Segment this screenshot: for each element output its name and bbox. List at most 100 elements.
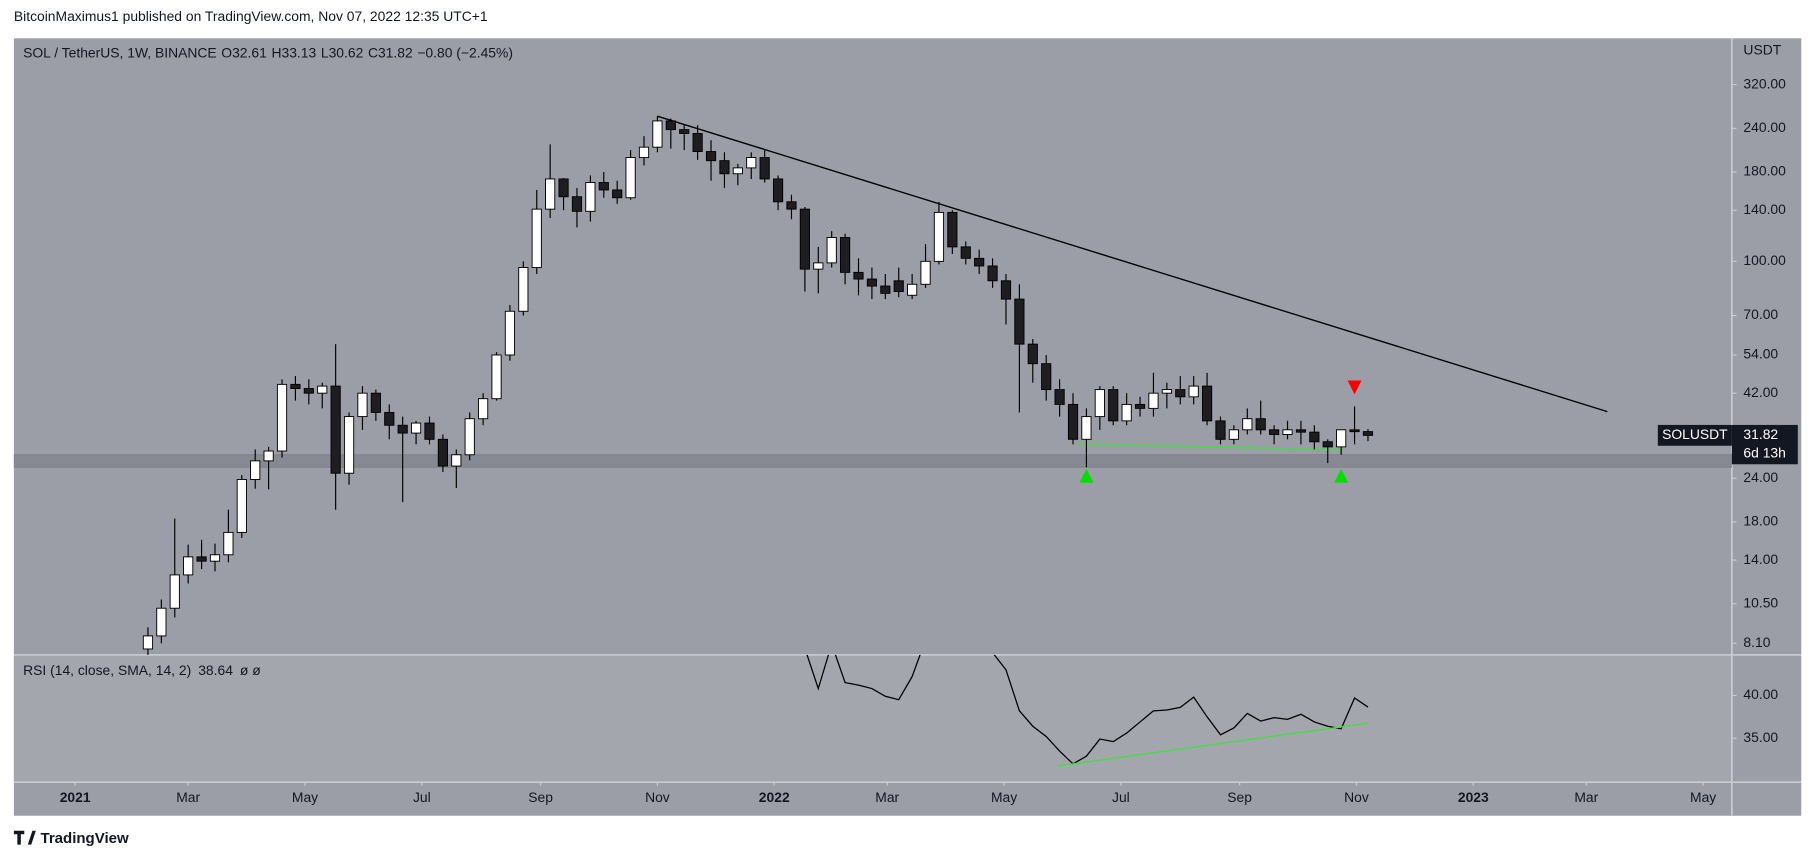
candle-body [1081, 416, 1092, 440]
candle-body [1175, 389, 1186, 398]
legend: SOL / TetherUS, 1W, BINANCE O32.61 H33.13 L… [23, 44, 513, 60]
candle-body [799, 208, 810, 270]
axes: 320.00 240.00 180.00 140.00 100.00 70.00 54.00… [60, 75, 1798, 805]
candle-body [1148, 392, 1159, 409]
candle-body [491, 354, 502, 400]
symbol-tag-label: SOLUSDT [1662, 426, 1728, 442]
candle-body [625, 157, 636, 199]
candle-body [612, 189, 623, 199]
y-tick-label: 100.00 [1743, 252, 1786, 268]
legend-label: C [368, 44, 378, 60]
legend-label: L [321, 44, 329, 60]
y-tick-label: 140.00 [1743, 201, 1786, 217]
candle-body [1188, 385, 1199, 398]
candle-body [960, 246, 971, 259]
candle-body [1215, 420, 1226, 440]
symbol-tag [1657, 424, 1732, 446]
y-tick-label: 320.00 [1743, 75, 1786, 91]
rsi-trend-line [1057, 722, 1369, 767]
candle-body [1067, 403, 1079, 440]
candle-body [1269, 429, 1280, 435]
candle-body [545, 178, 556, 210]
legend-label: H [271, 44, 281, 60]
candle-body [183, 556, 194, 576]
symbol-title: SOL / TetherUS, 1W, BINANCE [23, 44, 217, 60]
rsi-pane [13, 654, 1732, 783]
support-line [1076, 443, 1344, 451]
candle-body [196, 556, 207, 562]
x-tick-label: Sep [1227, 789, 1252, 805]
rsi-y-tick-label: 35.00 [1743, 729, 1778, 745]
candle-body [598, 182, 609, 191]
rsi-flags: ø ø [240, 662, 261, 678]
candle-body [1000, 280, 1012, 300]
rsi-title: RSI (14, close, SMA, 14, 2) [23, 662, 191, 678]
candle-body [1161, 389, 1172, 394]
candle-body [464, 418, 475, 456]
signal-marker [1347, 380, 1362, 395]
y-tick-label: 70.00 [1743, 306, 1778, 322]
candle-body [1094, 389, 1105, 418]
candle-body [665, 120, 676, 131]
y-tick-label: 240.00 [1743, 119, 1786, 135]
candle-body [1041, 363, 1052, 391]
candle-body [223, 531, 234, 556]
candle-body [1282, 429, 1293, 435]
candle-body [276, 383, 288, 452]
y-tick-label: 24.00 [1743, 469, 1778, 485]
candle-body [813, 262, 824, 270]
candle-body [1242, 418, 1253, 431]
legend-change: −0.80 (−2.45%) [417, 44, 513, 60]
brand-name: TradingView [40, 830, 128, 847]
candle-body [1295, 429, 1307, 433]
y-tick-label: 18.00 [1743, 513, 1778, 529]
x-tick-label: Jul [413, 789, 431, 805]
candle-body [384, 411, 395, 426]
candle-body [1121, 403, 1132, 422]
candle-body [263, 450, 274, 462]
candle-body [1228, 429, 1239, 440]
candle-body [585, 182, 596, 212]
x-tick-label: May [292, 789, 318, 805]
x-tick-label: Mar [875, 789, 899, 805]
candle-body [1336, 429, 1347, 448]
logo-mark [13, 830, 36, 845]
candle-body [303, 388, 314, 394]
candle-body [357, 392, 368, 418]
candle-body [558, 178, 569, 198]
candle-body [692, 133, 703, 153]
y-tick-label: 10.50 [1743, 594, 1778, 610]
legend-value: 33.13 [282, 44, 317, 60]
candle-body [759, 157, 770, 180]
candle-body [317, 385, 328, 394]
candle-body [880, 285, 891, 294]
last-price-label: 31.82 [1743, 426, 1778, 442]
candle-body [638, 146, 650, 159]
x-tick-label: 2021 [60, 789, 91, 805]
brand-logo: TradingView [13, 830, 129, 847]
rsi-plot [806, 654, 1369, 767]
x-tick-label: Mar [1574, 789, 1598, 805]
trend-line [657, 115, 1608, 413]
x-tick-label: Jul [1112, 789, 1130, 805]
candle-body [907, 283, 918, 296]
y-tick-label: 42.00 [1743, 384, 1778, 400]
candle-body [571, 196, 583, 212]
candle-body [1027, 343, 1038, 365]
legend-value: 32.61 [232, 44, 267, 60]
legend-value: 31.82 [378, 44, 413, 60]
countdown-label: 6d 13h [1743, 445, 1785, 461]
candle-body [531, 208, 542, 269]
candle-body [478, 398, 489, 420]
signal-marker [1334, 468, 1349, 483]
candle-body [169, 574, 180, 609]
candle-body [679, 129, 690, 134]
x-tick-label: 2022 [759, 789, 790, 805]
candle-body [370, 392, 381, 413]
candle-body [1255, 418, 1266, 431]
candle-body [840, 237, 851, 273]
candle-body [652, 120, 663, 148]
candle-body [732, 167, 743, 175]
candle-body [1201, 385, 1213, 422]
